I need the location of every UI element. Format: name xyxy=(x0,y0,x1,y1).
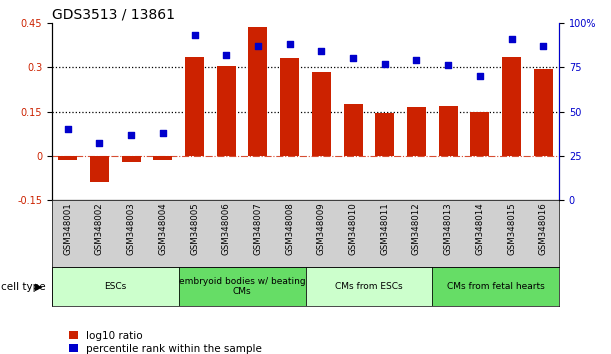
Point xyxy=(158,130,168,136)
Text: GSM348013: GSM348013 xyxy=(444,202,453,255)
Point xyxy=(475,73,485,79)
Text: ▶: ▶ xyxy=(35,282,42,292)
Legend: log10 ratio, percentile rank within the sample: log10 ratio, percentile rank within the … xyxy=(70,331,262,354)
Point xyxy=(221,52,231,58)
Bar xyxy=(433,267,559,306)
Text: CMs from ESCs: CMs from ESCs xyxy=(335,282,403,291)
Text: embryoid bodies w/ beating
CMs: embryoid bodies w/ beating CMs xyxy=(179,277,306,296)
Bar xyxy=(90,156,109,182)
Point xyxy=(412,57,422,63)
Point xyxy=(443,63,453,68)
Text: GSM348002: GSM348002 xyxy=(95,202,104,255)
Bar xyxy=(375,113,394,156)
Bar xyxy=(179,267,306,306)
Bar xyxy=(502,57,521,156)
Point xyxy=(63,126,73,132)
Text: GSM348005: GSM348005 xyxy=(190,202,199,255)
Text: ESCs: ESCs xyxy=(104,282,126,291)
Bar xyxy=(343,104,362,156)
Text: GSM348011: GSM348011 xyxy=(380,202,389,255)
Text: GSM348010: GSM348010 xyxy=(348,202,357,255)
Bar xyxy=(439,105,458,156)
Point xyxy=(126,132,136,137)
Point xyxy=(538,43,548,49)
Text: GSM348016: GSM348016 xyxy=(539,202,547,255)
Point xyxy=(380,61,390,67)
Bar xyxy=(470,112,489,156)
Bar xyxy=(217,66,236,156)
Text: CMs from fetal hearts: CMs from fetal hearts xyxy=(447,282,544,291)
Bar xyxy=(534,69,553,156)
Point xyxy=(285,41,295,47)
Bar xyxy=(185,57,204,156)
Text: GSM348009: GSM348009 xyxy=(317,202,326,255)
Point xyxy=(348,56,358,61)
Bar xyxy=(249,28,268,156)
Bar xyxy=(122,156,141,162)
Text: cell type: cell type xyxy=(1,282,46,292)
Bar xyxy=(407,107,426,156)
Text: GSM348006: GSM348006 xyxy=(222,202,231,255)
Text: GSM348003: GSM348003 xyxy=(126,202,136,255)
Text: GSM348015: GSM348015 xyxy=(507,202,516,255)
Bar xyxy=(306,267,433,306)
Point xyxy=(189,33,199,38)
Bar xyxy=(153,156,172,160)
Text: GSM348001: GSM348001 xyxy=(64,202,72,255)
Point xyxy=(507,36,516,42)
Text: GSM348004: GSM348004 xyxy=(158,202,167,255)
Point xyxy=(316,48,326,54)
Text: GDS3513 / 13861: GDS3513 / 13861 xyxy=(52,8,175,22)
Text: GSM348014: GSM348014 xyxy=(475,202,485,255)
Text: GSM348007: GSM348007 xyxy=(254,202,263,255)
Point xyxy=(253,43,263,49)
Text: GSM348008: GSM348008 xyxy=(285,202,294,255)
Text: GSM348012: GSM348012 xyxy=(412,202,421,255)
Bar xyxy=(280,58,299,156)
Bar xyxy=(312,72,331,156)
Bar xyxy=(58,156,78,160)
Point xyxy=(95,141,104,146)
Bar xyxy=(52,267,179,306)
